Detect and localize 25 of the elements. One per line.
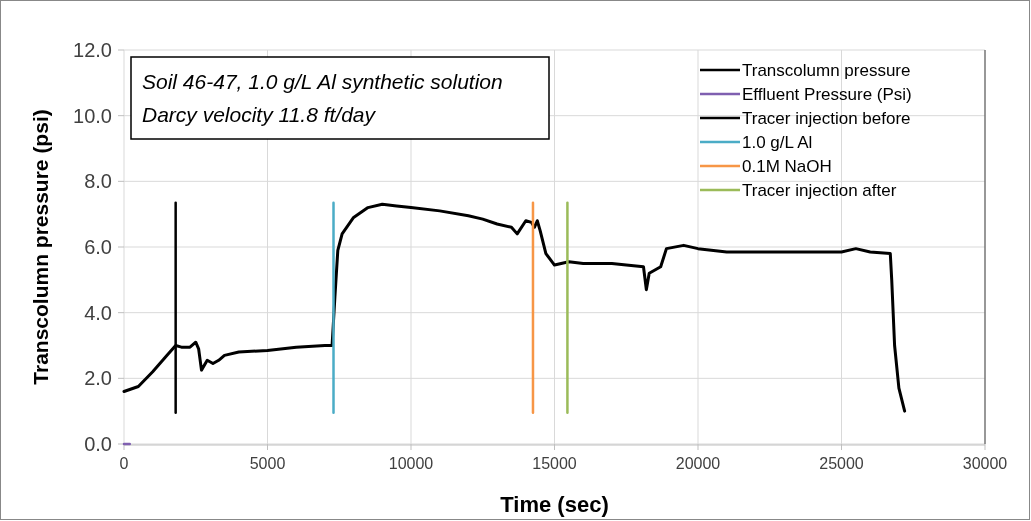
x-tick-label: 5000 bbox=[249, 455, 286, 472]
annotation: Darcy velocity 11.8 ft/day bbox=[142, 103, 377, 126]
legend-label: Tracer injection before bbox=[742, 108, 911, 128]
x-axis-title: Time (sec) bbox=[500, 492, 609, 517]
y-tick-label: 12.0 bbox=[73, 39, 112, 61]
y-tick-label: 10.0 bbox=[73, 104, 112, 127]
legend-label: Transcolumn pressure bbox=[742, 60, 911, 80]
y-tick-label: 2.0 bbox=[84, 367, 112, 390]
x-tick-label: 15000 bbox=[532, 455, 577, 472]
x-tick-label: 25000 bbox=[819, 455, 864, 472]
legend-label: 0.1M NaOH bbox=[742, 156, 832, 176]
y-tick-label: 8.0 bbox=[84, 170, 112, 193]
legend-label: 1.0 g/L Al bbox=[742, 132, 813, 152]
legend-label: Effluent Pressure (Psi) bbox=[742, 84, 912, 104]
x-tick-label: 30000 bbox=[962, 455, 1008, 472]
y-tick-label: 0.0 bbox=[84, 433, 112, 455]
y-axis-title: Transcolumn pressure (psi) bbox=[29, 109, 52, 385]
x-tick-label: 10000 bbox=[388, 455, 434, 472]
x-tick-label: 20000 bbox=[675, 455, 721, 472]
x-tick-label: 0 bbox=[119, 455, 129, 472]
y-tick-label: 4.0 bbox=[84, 301, 112, 324]
annotation: Soil 46-47, 1.0 g/L Al synthetic solution bbox=[142, 70, 503, 93]
legend-label: Tracer injection after bbox=[742, 180, 897, 200]
y-tick-label: 6.0 bbox=[84, 236, 112, 258]
line-series bbox=[122, 202, 907, 413]
